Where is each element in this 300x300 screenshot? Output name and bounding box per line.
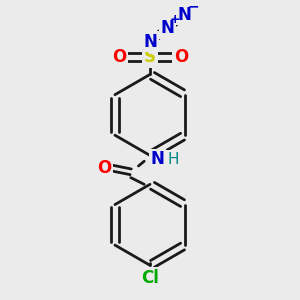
Text: S: S: [144, 48, 156, 66]
Text: O: O: [174, 48, 188, 66]
Text: Cl: Cl: [141, 269, 159, 287]
Text: O: O: [98, 159, 112, 177]
Text: N: N: [160, 19, 174, 37]
Text: H: H: [167, 152, 179, 167]
Text: N: N: [151, 150, 165, 168]
Text: N: N: [143, 33, 157, 51]
Text: O: O: [112, 48, 126, 66]
Text: +: +: [170, 13, 180, 26]
Text: N: N: [178, 6, 192, 24]
Text: −: −: [188, 0, 199, 13]
